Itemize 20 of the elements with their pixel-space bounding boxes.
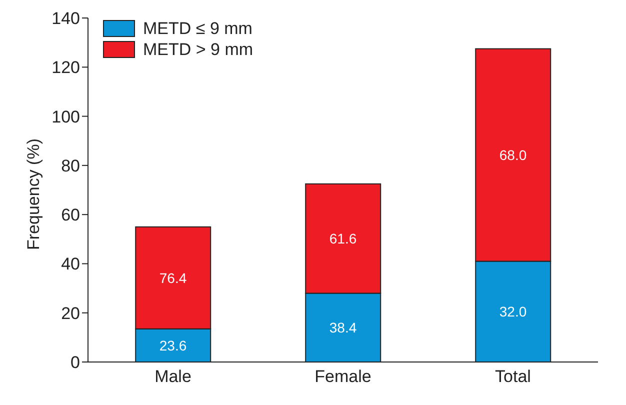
annotation: 76.4 (159, 270, 187, 286)
annotation: 23.6 (159, 337, 187, 354)
legend-label: METD ≤ 9 mm (143, 18, 252, 39)
y-tick-label: 20 (61, 304, 80, 323)
x-tick-label: Total (495, 367, 531, 386)
y-tick-label: 120 (52, 58, 80, 78)
y-tick-label: 140 (52, 9, 80, 28)
y-tick-label: 80 (61, 156, 80, 176)
y-axis-title: Frequency (%) (24, 138, 44, 250)
y-tick-label: 40 (61, 254, 80, 274)
annotation: 61.6 (329, 230, 357, 247)
annotation: 32.0 (499, 304, 527, 320)
y-tick-label: 100 (52, 107, 80, 126)
x-tick-label: Male (154, 367, 192, 386)
annotation: 38.4 (329, 320, 357, 336)
x-tick-label: Female (314, 367, 372, 386)
annotation: 68.0 (499, 146, 527, 163)
y-tick-label: 60 (61, 206, 80, 225)
y-tick-label: 0 (70, 353, 80, 372)
legend-label: METD > 9 mm (143, 39, 254, 60)
